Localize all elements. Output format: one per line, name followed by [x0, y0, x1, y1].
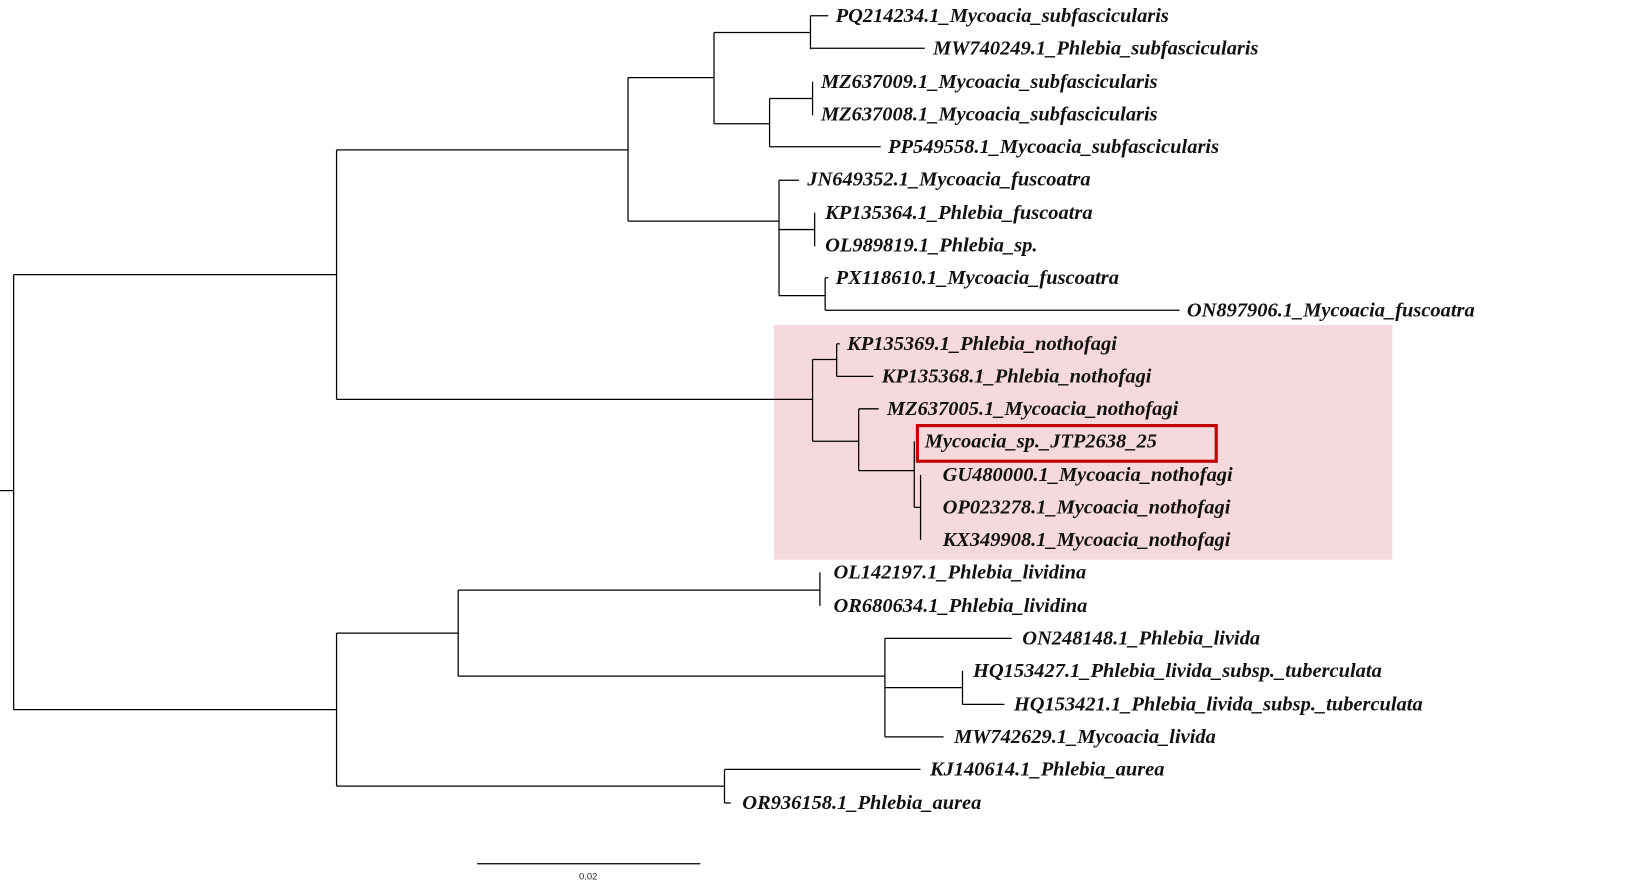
tip-label: KP135364.1_Phlebia_fuscoatra — [824, 202, 1092, 224]
query-sequence-box — [915, 424, 1218, 463]
tip-label: ON248148.1_Phlebia_livida — [1022, 628, 1260, 650]
tip-label: MW742629.1_Mycoacia_livida — [953, 726, 1216, 748]
tip-label: PQ214234.1_Mycoacia_subfascicularis — [835, 5, 1169, 27]
tip-label: OP023278.1_Mycoacia_nothofagi — [943, 497, 1231, 519]
tip-label: KX349908.1_Mycoacia_nothofagi — [942, 529, 1231, 551]
highlighted-tip-label: Mycoacia_sp._JTP2638_25 — [924, 431, 1157, 453]
tip-label: OL989819.1_Phlebia_sp. — [825, 235, 1037, 257]
tip-labels: PQ214234.1_Mycoacia_subfascicularis MW740… — [742, 5, 1474, 814]
scale-bar-label: 0.02 — [579, 870, 597, 881]
tip-label: KP135368.1_Phlebia_nothofagi — [881, 366, 1152, 388]
tip-label: MW740249.1_Phlebia_subfascicularis — [932, 38, 1258, 60]
tip-label: KJ140614.1_Phlebia_aurea — [929, 759, 1165, 781]
tip-label: MZ637005.1_Mycoacia_nothofagi — [886, 398, 1179, 420]
tip-label: PX118610.1_Mycoacia_fuscoatra — [835, 267, 1119, 289]
tip-label: MZ637009.1_Mycoacia_subfascicularis — [820, 71, 1158, 93]
tip-label: GU480000.1_Mycoacia_nothofagi — [943, 464, 1233, 486]
tip-label: OR680634.1_Phlebia_lividina — [834, 595, 1088, 617]
tip-label: MZ637008.1_Mycoacia_subfascicularis — [820, 104, 1158, 126]
tip-label: KP135369.1_Phlebia_nothofagi — [846, 333, 1117, 355]
tree-branches — [0, 15, 1180, 804]
tip-label: OL142197.1_Phlebia_lividina — [834, 562, 1087, 584]
tip-label: OR936158.1_Phlebia_aurea — [742, 792, 981, 814]
nothofagi-clade-highlight — [773, 324, 1393, 560]
tip-label: ON897906.1_Mycoacia_fuscoatra — [1187, 300, 1475, 322]
tip-label: JN649352.1_Mycoacia_fuscoatra — [806, 169, 1090, 191]
tip-label: PP549558.1_Mycoacia_subfascicularis — [887, 136, 1219, 158]
tip-label: HQ153421.1_Phlebia_livida_subsp._tubercu… — [1013, 694, 1423, 716]
tip-label: HQ153427.1_Phlebia_livida_subsp._tubercu… — [972, 660, 1382, 682]
